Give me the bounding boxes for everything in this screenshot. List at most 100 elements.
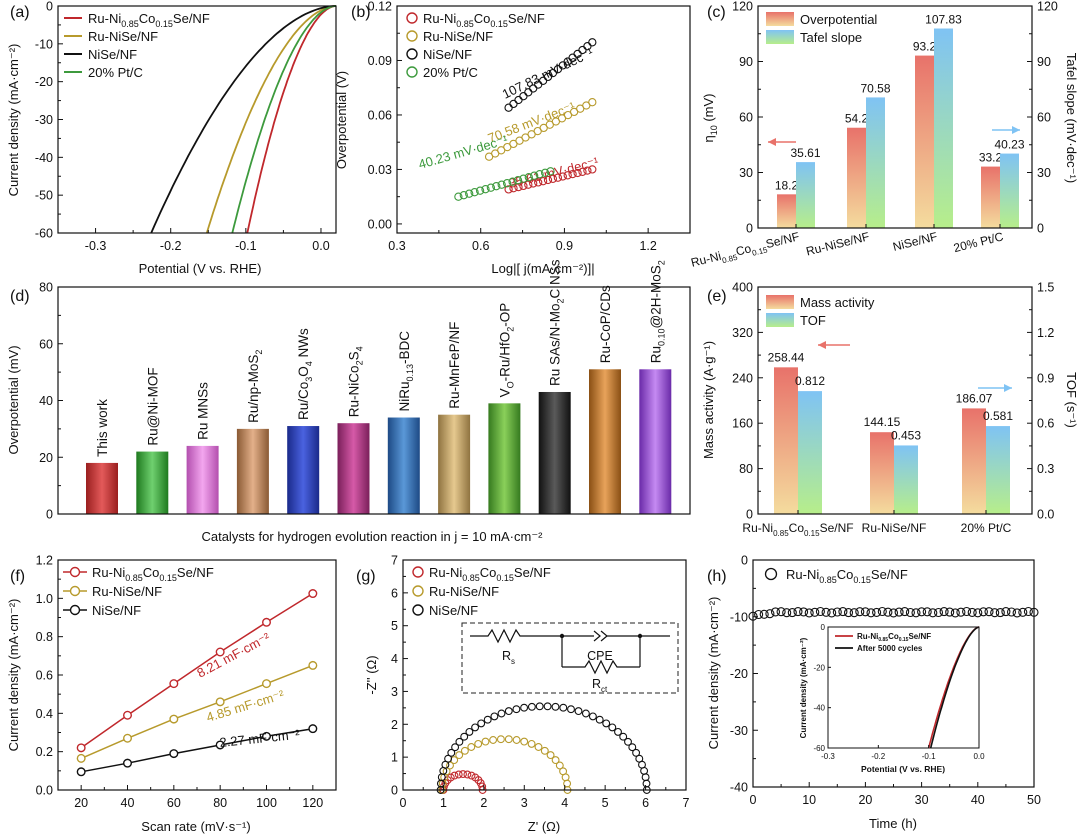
data-point	[534, 178, 543, 187]
panel-label: (c)	[707, 4, 726, 21]
text-segment: S	[347, 351, 362, 360]
data-point	[855, 607, 865, 617]
data-point	[546, 167, 555, 176]
data-point	[308, 589, 318, 599]
y2-tick-label: 60	[1037, 111, 1051, 125]
legend-label: NiSe/NF	[92, 603, 141, 618]
data-point	[551, 756, 560, 765]
data-point	[995, 608, 1005, 618]
data-point	[514, 95, 523, 105]
data-point	[122, 733, 132, 743]
x-axis-title: Scan rate (mV·s⁻¹)	[141, 819, 250, 834]
x-tick-label: 0.6	[472, 239, 489, 253]
y-tick-label: 80	[739, 462, 753, 476]
y-tick-label: 160	[732, 417, 753, 431]
x-tick-label: 20	[74, 796, 88, 810]
x-tick-label: 0.3	[388, 239, 405, 253]
panel-label: (e)	[707, 288, 727, 305]
series-curve	[246, 5, 337, 234]
x-tick-label: -0.2	[160, 239, 182, 253]
data-point	[262, 679, 272, 689]
x-tick-label: 0	[400, 796, 407, 810]
data-point	[838, 607, 848, 617]
series-line	[81, 727, 313, 773]
data-point	[799, 607, 809, 617]
text-segment: Se/NF	[514, 565, 551, 580]
data-point	[215, 647, 225, 657]
x-tick-label: 10	[802, 793, 816, 807]
legend-label: TOF	[800, 313, 826, 328]
text-segment: V	[497, 388, 512, 397]
data-point	[509, 184, 518, 193]
data-point	[558, 172, 567, 181]
bar-value-label: 107.83	[925, 13, 962, 27]
inset-x-tick-label: 0.0	[973, 752, 985, 761]
catalyst-label: Ru/np-MoS2	[246, 350, 264, 423]
bar-value-label: 144.15	[864, 415, 901, 429]
inset-x-tick-label: -0.2	[871, 752, 885, 761]
x-axis-title: Z' (Ω)	[528, 819, 560, 834]
data-point	[169, 714, 179, 724]
data-point	[849, 608, 859, 618]
category-label: 20% Pt/C	[952, 229, 1005, 255]
text-segment: Se/NF	[764, 229, 800, 251]
y-tick-label: 30	[739, 166, 753, 180]
series-line	[80, 592, 314, 749]
data-point	[496, 735, 505, 744]
subscript-segment: 0.85	[462, 573, 480, 583]
y-tick-label: 0.00	[368, 217, 392, 231]
y-tick-label: 0	[391, 784, 398, 798]
series-curve	[205, 5, 337, 234]
data-point	[900, 607, 910, 617]
data-point	[543, 175, 553, 185]
legend-swatch	[412, 566, 424, 578]
text-segment: -OP	[497, 303, 512, 327]
data-point	[512, 705, 521, 714]
inset-legend-label: Ru-Ni0.85Co0.15Se/NF	[857, 632, 931, 643]
text-segment: Ru-NiCo	[347, 365, 362, 417]
text-segment: Co	[143, 565, 160, 580]
y2-tick-label: 120	[1037, 0, 1058, 14]
catalyst-label: Ru-MnFeP/NF	[447, 322, 462, 409]
bar-overpotential	[915, 55, 934, 228]
bar-value-label: 54.2	[845, 112, 869, 126]
comparison-bar	[236, 428, 269, 514]
data-point	[548, 174, 558, 183]
data-point	[502, 179, 512, 188]
text-segment: After 5000 cycles	[857, 644, 923, 653]
data-point	[641, 773, 650, 782]
y-tick-label: 60	[739, 111, 753, 125]
inset-y-tick-label: -20	[813, 663, 825, 672]
inset-curve	[929, 626, 980, 749]
text-segment: (mV)	[701, 93, 716, 125]
data-point	[455, 737, 464, 746]
catalyst-label: Ru MNSs	[196, 382, 211, 440]
legend-label: 20% Pt/C	[88, 65, 143, 80]
panel-c-overpotential-tafel-bars: 18.2 54.2 93.2 33.2 35.61 70.58 107.83 40.23 0 30…	[689, 0, 1079, 270]
subscript-segment: 0.85	[121, 19, 139, 29]
data-point	[527, 702, 536, 711]
y-tick-label: 0.8	[36, 630, 53, 644]
data-point	[483, 715, 492, 724]
data-point	[1006, 607, 1017, 617]
legend-label: Ru-Ni0.85Co0.15Se/NF	[88, 11, 210, 29]
subscript-segment: 0.85	[125, 573, 143, 583]
bar-tafel	[934, 28, 953, 229]
catalyst-label: This work	[95, 399, 110, 457]
subscript-segment: 0.85	[773, 529, 789, 538]
text-segment: -BDC	[397, 331, 412, 364]
legend-label: Ru-Ni0.85Co0.15Se/NF	[92, 565, 214, 583]
y2-tick-label: 90	[1037, 55, 1051, 69]
text-segment: NiSe/NF	[891, 229, 938, 254]
subscript-segment: 0.85	[878, 637, 888, 643]
panel-label: (h)	[707, 568, 727, 585]
data-point	[578, 167, 587, 176]
bar-value-label: 35.61	[790, 146, 820, 160]
x-tick-label: 0.9	[556, 239, 573, 253]
y-tick-label: -10	[730, 610, 748, 624]
y-tick-label: 90	[739, 55, 753, 69]
bar-mass-activity	[962, 408, 986, 514]
subscript-segment: 0.13	[405, 364, 415, 382]
data-point	[519, 174, 528, 183]
circuit-resistor-rs	[470, 628, 562, 644]
